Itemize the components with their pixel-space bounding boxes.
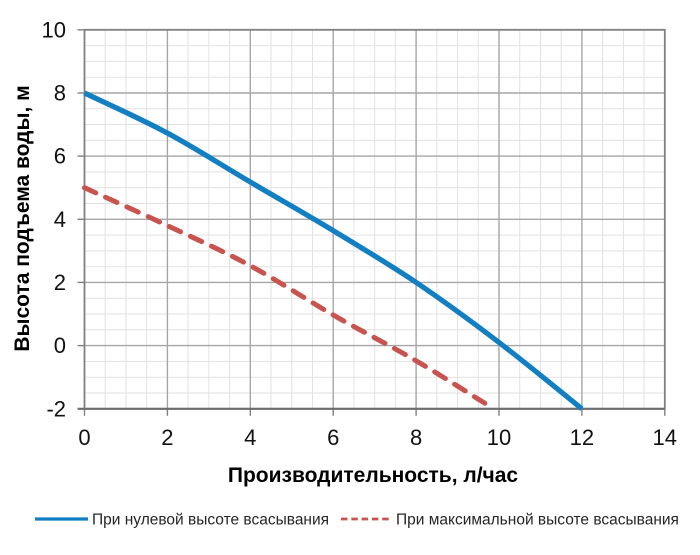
svg-text:6: 6	[54, 144, 66, 169]
svg-text:8: 8	[54, 81, 66, 106]
svg-text:2: 2	[54, 270, 66, 295]
svg-text:Производительность, л/час: Производительность, л/час	[228, 464, 519, 487]
svg-text:10: 10	[42, 17, 66, 42]
svg-text:При нулевой высоте всасывания: При нулевой высоте всасывания	[92, 512, 329, 529]
svg-text:0: 0	[54, 333, 66, 358]
svg-text:12: 12	[570, 425, 594, 450]
svg-text:4: 4	[244, 425, 256, 450]
svg-text:6: 6	[327, 425, 339, 450]
svg-text:4: 4	[54, 207, 66, 232]
svg-text:2: 2	[161, 425, 173, 450]
svg-text:8: 8	[410, 425, 422, 450]
svg-text:10: 10	[487, 425, 511, 450]
svg-text:Высота подъема воды, м: Высота подъема воды, м	[11, 85, 34, 351]
svg-text:14: 14	[653, 425, 677, 450]
svg-text:При максимальной высоте всасыв: При максимальной высоте всасывания	[396, 512, 679, 529]
svg-text:-2: -2	[46, 396, 66, 421]
svg-text:0: 0	[78, 425, 90, 450]
